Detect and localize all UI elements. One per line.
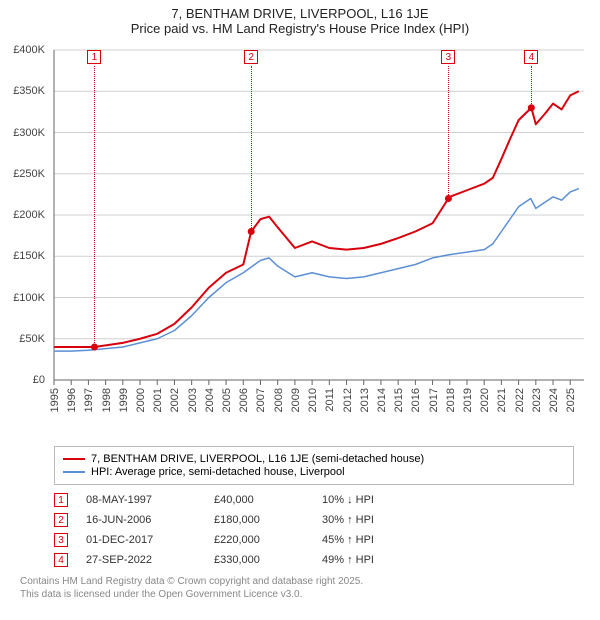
title-main: 7, BENTHAM DRIVE, LIVERPOOL, L16 1JE (10, 6, 590, 21)
event-delta: 49% ↑ HPI (322, 554, 442, 566)
x-tick-label: 2014 (376, 388, 388, 412)
event-date: 27-SEP-2022 (86, 554, 196, 566)
event-marker-icon: 3 (54, 533, 68, 547)
event-date: 16-JUN-2006 (86, 514, 196, 526)
event-marker-box: 3 (441, 50, 455, 64)
title-block: 7, BENTHAM DRIVE, LIVERPOOL, L16 1JE Pri… (10, 6, 590, 36)
legend-item: 7, BENTHAM DRIVE, LIVERPOOL, L16 1JE (se… (63, 453, 565, 465)
event-price: £330,000 (214, 554, 304, 566)
event-price: £220,000 (214, 534, 304, 546)
legend-label: HPI: Average price, semi-detached house,… (91, 466, 345, 478)
event-marker-line (251, 66, 252, 232)
x-tick-label: 1995 (49, 388, 61, 412)
legend-item: HPI: Average price, semi-detached house,… (63, 466, 565, 478)
x-tick-label: 2007 (255, 388, 267, 412)
x-tick-label: 2001 (152, 388, 164, 412)
legend-swatch (63, 458, 85, 460)
chart-area: 1 2 3 4 £0 £50K £100K £150K £200K £250K £300K £350K… (10, 40, 590, 440)
legend-label: 7, BENTHAM DRIVE, LIVERPOOL, L16 1JE (se… (91, 453, 424, 465)
x-tick-label: 2019 (462, 388, 474, 412)
x-tick-label: 2006 (238, 388, 250, 412)
x-tick-label: 2016 (410, 388, 422, 412)
event-row: 4 27-SEP-2022 £330,000 49% ↑ HPI (54, 553, 574, 567)
x-tick-label: 2011 (324, 388, 336, 412)
event-row: 3 01-DEC-2017 £220,000 45% ↑ HPI (54, 533, 574, 547)
x-tick-label: 2021 (496, 388, 508, 412)
legend: 7, BENTHAM DRIVE, LIVERPOOL, L16 1JE (se… (54, 446, 574, 485)
footer-line-2: This data is licensed under the Open Gov… (20, 588, 590, 601)
y-tick-label: £300K (13, 127, 45, 139)
chart-svg (10, 40, 590, 440)
x-tick-label: 1998 (101, 388, 113, 412)
event-marker-box: 2 (244, 50, 258, 64)
event-marker-line (531, 66, 532, 108)
x-tick-label: 2015 (393, 388, 405, 412)
event-delta: 30% ↑ HPI (322, 514, 442, 526)
event-marker-box: 1 (87, 50, 101, 64)
x-tick-label: 2004 (204, 388, 216, 412)
event-marker-icon: 4 (54, 553, 68, 567)
x-tick-label: 2002 (169, 388, 181, 412)
x-tick-label: 2022 (514, 388, 526, 412)
y-tick-label: £400K (13, 44, 45, 56)
x-tick-label: 1997 (83, 388, 95, 412)
event-delta: 10% ↓ HPI (322, 494, 442, 506)
footer-note: Contains HM Land Registry data © Crown c… (20, 575, 590, 601)
event-marker-icon: 2 (54, 513, 68, 527)
event-price: £40,000 (214, 494, 304, 506)
event-date: 01-DEC-2017 (86, 534, 196, 546)
event-row: 2 16-JUN-2006 £180,000 30% ↑ HPI (54, 513, 574, 527)
event-marker-line (448, 66, 449, 199)
y-tick-label: £50K (19, 333, 45, 345)
event-marker-box: 4 (524, 50, 538, 64)
x-tick-label: 2009 (290, 388, 302, 412)
y-tick-label: £350K (13, 85, 45, 97)
x-tick-label: 2025 (565, 388, 577, 412)
event-marker-line (94, 66, 95, 347)
event-date: 08-MAY-1997 (86, 494, 196, 506)
title-sub: Price paid vs. HM Land Registry's House … (10, 21, 590, 36)
x-tick-label: 1999 (118, 388, 130, 412)
y-tick-label: £200K (13, 209, 45, 221)
x-tick-label: 2023 (531, 388, 543, 412)
x-tick-label: 2018 (445, 388, 457, 412)
x-tick-label: 2008 (273, 388, 285, 412)
x-tick-label: 2024 (548, 388, 560, 412)
legend-swatch (63, 471, 85, 473)
y-tick-label: £0 (33, 374, 45, 386)
x-tick-label: 2003 (187, 388, 199, 412)
x-tick-label: 2017 (428, 388, 440, 412)
event-price: £180,000 (214, 514, 304, 526)
x-tick-label: 2013 (359, 388, 371, 412)
event-marker-icon: 1 (54, 493, 68, 507)
x-tick-label: 2020 (479, 388, 491, 412)
events-table: 1 08-MAY-1997 £40,000 10% ↓ HPI 2 16-JUN-2006… (54, 493, 574, 567)
x-tick-label: 2005 (221, 388, 233, 412)
x-tick-label: 2010 (307, 388, 319, 412)
x-tick-label: 2000 (135, 388, 147, 412)
chart-container: 7, BENTHAM DRIVE, LIVERPOOL, L16 1JE Pri… (0, 0, 600, 611)
x-tick-label: 1996 (66, 388, 78, 412)
footer-line-1: Contains HM Land Registry data © Crown c… (20, 575, 590, 588)
event-delta: 45% ↑ HPI (322, 534, 442, 546)
y-tick-label: £150K (13, 250, 45, 262)
y-tick-label: £250K (13, 168, 45, 180)
x-tick-label: 2012 (342, 388, 354, 412)
y-tick-label: £100K (13, 292, 45, 304)
event-row: 1 08-MAY-1997 £40,000 10% ↓ HPI (54, 493, 574, 507)
